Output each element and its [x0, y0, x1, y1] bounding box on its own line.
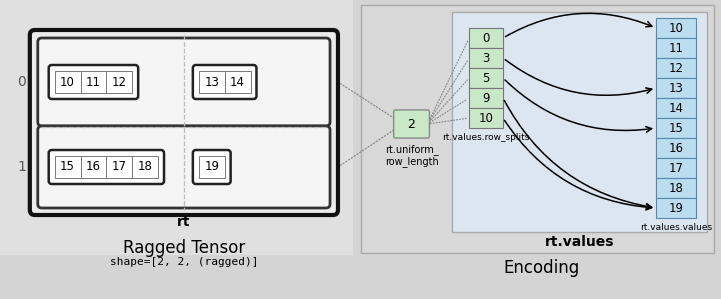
- FancyBboxPatch shape: [469, 88, 503, 108]
- Text: rt.values.row_splits: rt.values.row_splits: [443, 133, 530, 142]
- Text: 0: 0: [482, 31, 490, 45]
- Text: 14: 14: [668, 101, 684, 115]
- Text: 12: 12: [112, 76, 127, 89]
- FancyBboxPatch shape: [132, 156, 158, 178]
- FancyBboxPatch shape: [193, 65, 257, 99]
- FancyBboxPatch shape: [37, 38, 330, 126]
- Text: 13: 13: [668, 82, 684, 94]
- Text: 0: 0: [17, 75, 26, 89]
- Text: 17: 17: [112, 161, 127, 173]
- Text: rt.values: rt.values: [545, 235, 614, 249]
- FancyBboxPatch shape: [469, 48, 503, 68]
- FancyBboxPatch shape: [199, 156, 225, 178]
- FancyBboxPatch shape: [37, 126, 330, 208]
- FancyBboxPatch shape: [107, 71, 132, 93]
- FancyBboxPatch shape: [360, 5, 714, 253]
- Text: rt: rt: [177, 215, 190, 229]
- FancyBboxPatch shape: [452, 12, 707, 232]
- FancyBboxPatch shape: [656, 78, 696, 98]
- Text: 15: 15: [60, 161, 75, 173]
- Text: 17: 17: [668, 161, 684, 175]
- FancyBboxPatch shape: [469, 28, 503, 48]
- Text: 5: 5: [482, 71, 490, 85]
- Text: 11: 11: [86, 76, 101, 89]
- Text: 10: 10: [60, 76, 75, 89]
- FancyBboxPatch shape: [49, 65, 138, 99]
- Text: 9: 9: [482, 91, 490, 104]
- Text: rt.values.values: rt.values.values: [640, 223, 712, 232]
- Text: 11: 11: [668, 42, 684, 54]
- Text: rt.uniform_
row_length: rt.uniform_ row_length: [385, 144, 438, 167]
- Text: 19: 19: [204, 161, 219, 173]
- FancyBboxPatch shape: [81, 156, 107, 178]
- Text: Encoding: Encoding: [504, 259, 580, 277]
- Text: 10: 10: [668, 22, 684, 34]
- FancyBboxPatch shape: [199, 71, 225, 93]
- FancyBboxPatch shape: [193, 150, 231, 184]
- Text: 19: 19: [668, 202, 684, 214]
- FancyBboxPatch shape: [656, 198, 696, 218]
- FancyBboxPatch shape: [30, 30, 338, 215]
- FancyBboxPatch shape: [107, 156, 132, 178]
- Text: 12: 12: [668, 62, 684, 74]
- Text: 16: 16: [668, 141, 684, 155]
- Text: 18: 18: [668, 181, 684, 195]
- FancyBboxPatch shape: [656, 98, 696, 118]
- Text: 18: 18: [138, 161, 153, 173]
- FancyBboxPatch shape: [81, 71, 107, 93]
- Text: 2: 2: [407, 118, 415, 130]
- Text: 15: 15: [668, 121, 684, 135]
- FancyBboxPatch shape: [656, 178, 696, 198]
- Text: 14: 14: [230, 76, 245, 89]
- FancyBboxPatch shape: [656, 118, 696, 138]
- Text: shape=[2, 2, (ragged)]: shape=[2, 2, (ragged)]: [110, 257, 258, 267]
- Text: 1: 1: [17, 160, 26, 174]
- FancyBboxPatch shape: [469, 108, 503, 128]
- FancyBboxPatch shape: [55, 156, 81, 178]
- FancyBboxPatch shape: [656, 38, 696, 58]
- FancyBboxPatch shape: [656, 158, 696, 178]
- FancyBboxPatch shape: [225, 71, 250, 93]
- Text: 16: 16: [86, 161, 101, 173]
- FancyBboxPatch shape: [469, 68, 503, 88]
- FancyBboxPatch shape: [656, 18, 696, 38]
- Text: 10: 10: [479, 112, 494, 124]
- Text: 13: 13: [204, 76, 219, 89]
- Text: Ragged Tensor: Ragged Tensor: [123, 239, 245, 257]
- FancyBboxPatch shape: [55, 71, 81, 93]
- FancyBboxPatch shape: [656, 138, 696, 158]
- FancyBboxPatch shape: [0, 0, 353, 255]
- Text: 3: 3: [482, 51, 490, 65]
- FancyBboxPatch shape: [394, 110, 430, 138]
- FancyBboxPatch shape: [656, 58, 696, 78]
- FancyBboxPatch shape: [49, 150, 164, 184]
